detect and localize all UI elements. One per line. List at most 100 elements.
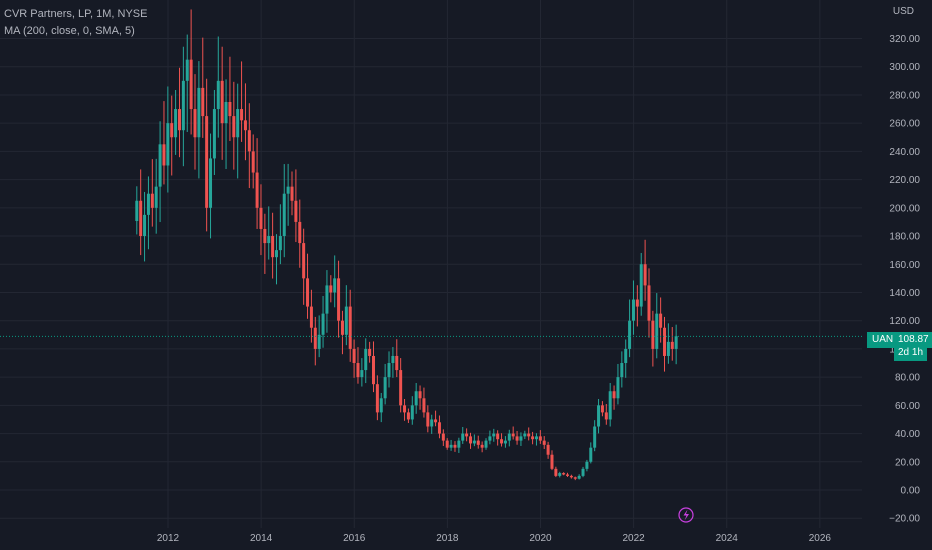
candle — [418, 385, 422, 410]
candle — [356, 347, 360, 384]
candle-body — [197, 87, 201, 138]
candle — [670, 327, 674, 361]
candle — [496, 430, 500, 446]
candle — [282, 164, 286, 258]
candle-body — [523, 433, 527, 437]
candle — [488, 430, 492, 445]
candle-body — [453, 444, 457, 448]
candle-body — [600, 405, 604, 413]
candle — [399, 358, 403, 413]
candle — [236, 83, 240, 179]
candle-body — [205, 116, 209, 208]
candle-body — [267, 236, 271, 244]
candle-body — [286, 186, 290, 194]
candle — [321, 295, 325, 348]
candle — [135, 186, 139, 235]
candle-body — [534, 436, 538, 440]
candle-body — [635, 299, 639, 307]
candle — [608, 383, 612, 427]
y-tick-label: 300.00 — [889, 62, 920, 73]
candle — [461, 426, 465, 444]
candle — [666, 323, 670, 364]
candle — [352, 339, 356, 378]
candle-body — [189, 59, 193, 110]
candle — [635, 285, 639, 327]
candle-body — [515, 436, 519, 441]
y-tick-label: 320.00 — [889, 34, 920, 45]
candle-body — [212, 109, 216, 159]
candle — [589, 442, 593, 464]
candle-body — [663, 327, 667, 356]
candle — [484, 438, 488, 450]
candle-body — [232, 116, 236, 138]
candle — [465, 428, 469, 442]
candle-body — [465, 433, 469, 437]
candle-body — [181, 80, 185, 131]
candle-body — [356, 363, 360, 378]
candle-body — [379, 398, 383, 413]
candle — [162, 101, 166, 185]
candle-body — [430, 419, 434, 427]
candle-body — [174, 109, 178, 138]
candle — [170, 95, 174, 176]
candle — [325, 270, 329, 333]
candle — [511, 426, 515, 440]
candle-body — [302, 243, 306, 279]
candle-body — [209, 158, 213, 208]
candle — [414, 383, 418, 414]
candle-body — [441, 433, 445, 441]
candle-body — [488, 436, 492, 441]
candle — [616, 363, 620, 405]
candle-body — [562, 473, 566, 475]
candle-body — [414, 391, 418, 406]
candle-body — [391, 355, 395, 364]
candle-body — [325, 285, 329, 314]
y-tick-label: 0.00 — [901, 486, 921, 497]
candle — [259, 184, 263, 256]
candle-body — [364, 348, 368, 371]
currency-label[interactable]: USD — [892, 6, 914, 17]
event-marker[interactable] — [678, 507, 694, 523]
candle-body — [383, 377, 387, 399]
candle-body — [496, 433, 500, 440]
candle — [469, 432, 473, 449]
candle-body — [655, 313, 659, 349]
candle-body — [216, 80, 220, 110]
candle-body — [146, 193, 150, 215]
indicator-title[interactable]: MA (200, close, 0, SMA, 5) — [4, 25, 135, 37]
candle — [422, 387, 426, 418]
candle — [500, 433, 504, 447]
candle — [566, 472, 570, 477]
candle — [271, 212, 275, 279]
candle — [515, 431, 519, 445]
x-tick-label: 2018 — [436, 533, 459, 544]
candle — [573, 476, 577, 481]
candle-body — [612, 391, 616, 399]
symbol-title[interactable]: CVR Partners, LP, 1M, NYSE — [4, 8, 148, 20]
candle — [395, 339, 399, 378]
candle-body — [484, 440, 488, 448]
candle-body — [554, 468, 558, 476]
candle — [472, 434, 476, 447]
candle — [212, 89, 216, 176]
candle-body — [604, 412, 608, 420]
candle-body — [639, 264, 643, 307]
candle-body — [154, 186, 158, 208]
candle-body — [243, 120, 247, 131]
candle — [383, 363, 387, 405]
countdown-tag: 2d 1h — [894, 345, 928, 361]
candle — [585, 459, 589, 472]
candle — [430, 414, 434, 434]
candle-body — [274, 250, 278, 258]
candle — [139, 169, 143, 256]
candle — [387, 351, 391, 388]
candle — [639, 252, 643, 316]
candle-body — [631, 299, 635, 321]
candle — [550, 450, 554, 471]
candle-body — [538, 436, 542, 441]
candle-body — [162, 144, 166, 166]
candle-body — [589, 447, 593, 462]
candle — [267, 206, 271, 260]
candle-body — [581, 468, 585, 476]
